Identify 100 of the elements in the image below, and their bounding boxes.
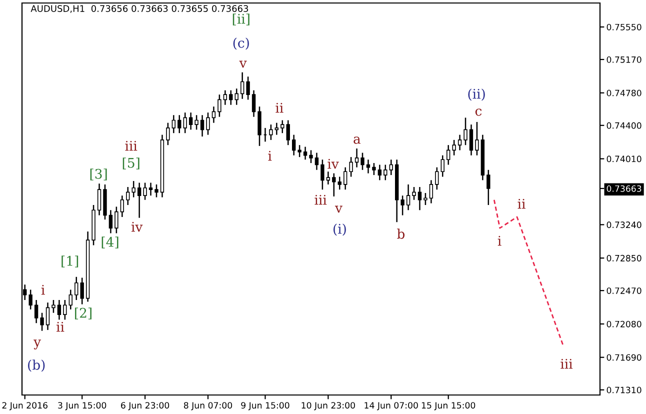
candlestick xyxy=(188,112,193,130)
candlestick xyxy=(126,186,130,206)
candlestick xyxy=(320,159,324,190)
annotation: v xyxy=(239,60,247,68)
candlestick xyxy=(464,117,468,146)
candlestick xyxy=(46,302,50,331)
candlestick xyxy=(475,121,479,156)
candlestick xyxy=(178,114,182,134)
annotation: c xyxy=(475,108,482,116)
annotation: i xyxy=(498,236,502,246)
line-series xyxy=(493,199,564,346)
candlestick xyxy=(400,194,404,216)
y-tick-label: 0.72470 xyxy=(606,287,642,294)
y-tick-label: 0.75170 xyxy=(606,56,642,63)
chart-title: AUDUSD,H1 0.73656 0.73663 0.73655 0.73663 xyxy=(30,5,248,13)
candlestick xyxy=(74,276,78,301)
annotation: [4] xyxy=(102,236,118,248)
annotation: iii xyxy=(314,194,327,205)
annotation: i xyxy=(268,150,272,161)
candlestick xyxy=(194,114,198,130)
candlestick xyxy=(452,139,456,156)
annotation: ii xyxy=(276,102,284,113)
candlestick xyxy=(429,180,434,204)
annotation: a xyxy=(354,136,360,144)
annotation: ii xyxy=(518,198,526,209)
annotation: i xyxy=(41,284,45,295)
candlestick xyxy=(206,112,210,136)
x-tick-label: 9 Jun 15:00 xyxy=(241,402,290,410)
y-tick-label: 0.72850 xyxy=(606,254,642,262)
annotation: [ii] xyxy=(232,14,250,26)
candlestick xyxy=(34,299,38,324)
candlestick xyxy=(274,122,279,136)
candlestick xyxy=(354,148,359,168)
candlestick xyxy=(80,277,84,305)
x-tick-label: 14 Jun 07:00 xyxy=(364,402,418,410)
y-tick-label: 0.72080 xyxy=(606,320,642,328)
annotation: b xyxy=(397,228,405,239)
x-tick-label: 2 Jun 2016 xyxy=(2,402,48,410)
candlestick xyxy=(258,106,262,147)
y-tick-label: 0.71310 xyxy=(606,386,642,394)
candlestick xyxy=(440,154,444,178)
candlestick xyxy=(286,120,290,146)
candlestick xyxy=(280,120,284,134)
x-tick-label: 15 Jun 15:00 xyxy=(422,402,476,410)
annotation: [1] xyxy=(62,256,78,268)
candlestick xyxy=(234,88,238,106)
candlestick xyxy=(292,134,296,156)
candlestick xyxy=(424,192,428,206)
x-tick-label: 8 Jun 07:00 xyxy=(184,402,232,410)
candlestick xyxy=(40,312,44,332)
annotation: iii xyxy=(125,140,138,151)
candlestick xyxy=(269,124,273,141)
candlestick xyxy=(137,182,142,218)
annotation: [5] xyxy=(122,158,140,170)
annotation: (i) xyxy=(333,224,346,236)
candlestick xyxy=(154,184,158,198)
candlestick xyxy=(343,166,348,190)
candlestick xyxy=(200,114,204,138)
candlestick xyxy=(68,289,72,310)
annotation: y xyxy=(34,340,41,350)
candlestick xyxy=(332,172,336,198)
candlestick xyxy=(114,206,118,234)
candlestick xyxy=(378,164,382,181)
candlestick xyxy=(212,106,216,124)
y-tick-label: 0.74780 xyxy=(606,90,642,96)
annotation: [3] xyxy=(90,168,107,180)
candlestick xyxy=(143,182,147,200)
candlestick xyxy=(412,186,416,200)
candlestick xyxy=(63,299,67,320)
candlestick xyxy=(406,184,410,211)
candlestick xyxy=(486,169,490,206)
candlestick xyxy=(418,186,422,211)
candlestick xyxy=(469,124,474,156)
x-tick-label: 3 Jun 15:00 xyxy=(58,402,106,410)
candlestick xyxy=(120,194,124,218)
candlestick xyxy=(148,182,153,196)
candlestick xyxy=(360,152,364,171)
y-tick-label: 0.71690 xyxy=(606,354,642,361)
candlestick xyxy=(57,299,62,320)
annotation: (ii) xyxy=(468,88,485,101)
annotation: (c) xyxy=(233,38,249,50)
candlestick xyxy=(246,76,250,100)
x-tick-label: 6 Jun 23:00 xyxy=(121,402,170,410)
annotation: v xyxy=(334,206,342,213)
y-tick-label: 0.74400 xyxy=(606,122,642,129)
y-tick-label: 0.73240 xyxy=(606,222,642,228)
candlestick xyxy=(384,164,388,181)
annotation: ii xyxy=(56,322,64,332)
y-tick-label: 0.73663 xyxy=(606,185,642,192)
candlestick xyxy=(172,114,176,134)
candlestick xyxy=(223,90,228,106)
annotation: iii xyxy=(560,358,573,369)
candlestick xyxy=(166,122,170,146)
annotation: iv xyxy=(328,158,339,169)
candlestick xyxy=(372,162,376,176)
candlestick xyxy=(314,152,319,171)
candlestick xyxy=(298,144,302,158)
annotation: [2] xyxy=(75,308,92,320)
candlestick xyxy=(303,146,308,160)
candlestick xyxy=(252,90,256,118)
